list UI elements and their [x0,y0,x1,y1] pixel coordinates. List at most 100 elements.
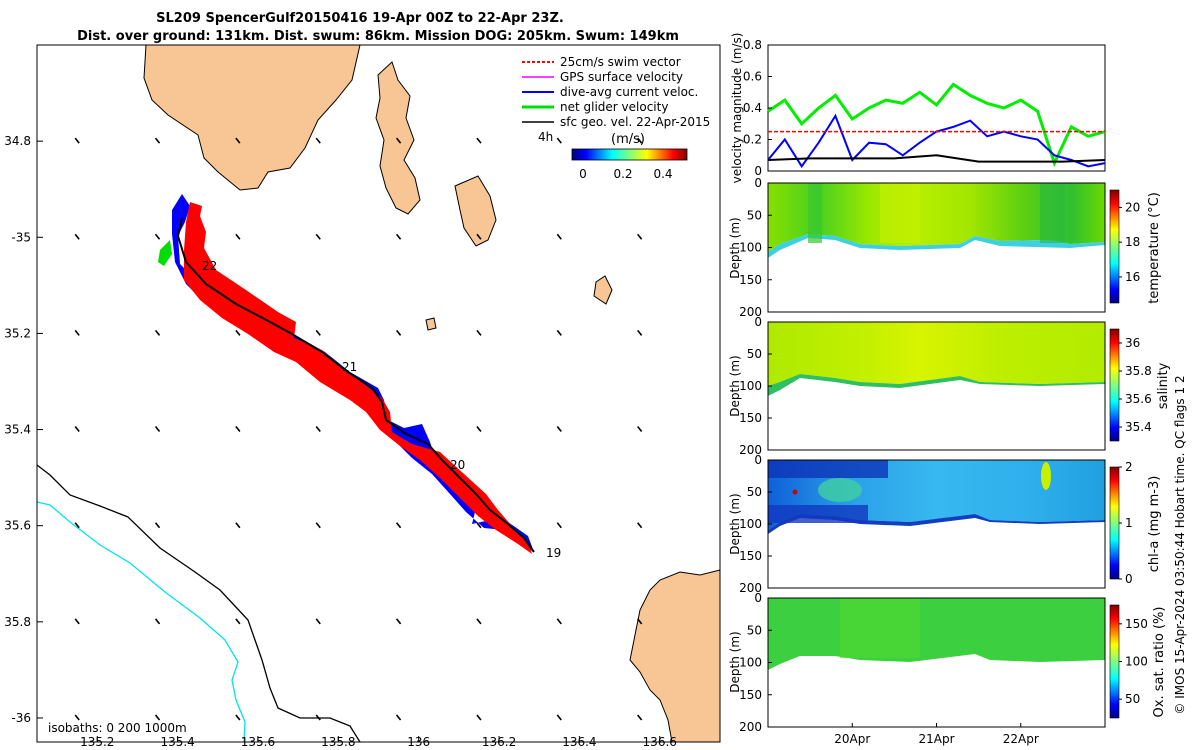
legend-dive-avg-label: dive-avg current veloc. [560,85,698,99]
salinity-colorbar-label: salinity [1156,362,1171,409]
figure-title-line1: SL209 SpencerGulf20150416 19-Apr 00Z to … [156,11,564,26]
map-ytick-label: -35 [11,230,31,244]
oxygen-ytick-label: 150 [739,688,762,702]
oxygen-axis-ticks: 0 50 100 150 200 50 100 150 [739,591,1148,734]
geo-velocity-arrow [154,618,161,625]
chla-patch [818,478,862,502]
chla-panel: 0 50 100 150 200 0 1 2 Depth (m) chl-a (mg m-3) [728,453,1162,595]
velocity-ylabel: velocity magnitude (m/s) [730,33,744,184]
temperature-colorbar-tick-label: 18 [1125,235,1140,249]
day-label-22: 22 [202,259,217,273]
temperature-ylabel: Depth (m) [728,217,742,278]
land-eyre-peninsula [143,44,361,191]
geo-velocity-arrow [476,233,482,240]
geo-velocity-arrow [235,233,241,240]
geo-velocity-arrow [315,618,321,625]
land-island-1 [375,61,421,215]
salinity-field-upper [768,322,1105,386]
copyright-note: © IMOS 15-Apr-2024 03:50:44 Hobart time.… [1173,375,1187,714]
oxygen-panel: 0 50 100 150 200 50 100 150 Depth (m) Ox. sat. … [728,591,1167,746]
legend-sfc-geo-label: sfc geo. vel. 22-Apr-2015 [560,115,710,129]
day-label-20: 20 [450,458,465,472]
velocity-axis-ticks: 0 0.2 0.4 0.6 0.8 [743,38,772,178]
geo-velocity-arrow [476,714,482,721]
geo-velocity-arrow [154,714,161,721]
time-axis-ticks: 20Apr 21Apr 22Apr [834,723,1039,746]
geo-velocity-arrow [74,522,80,529]
geo-velocity-arrow [235,137,241,144]
chla-deep-low [768,505,868,523]
geo-velocity-arrow [395,329,402,336]
velocity-series-line [767,154,1106,163]
temperature-colorbar-tick-label: 20 [1125,200,1140,214]
geo-velocity-arrow [315,233,321,240]
salinity-ytick-label: 200 [739,443,762,457]
salinity-colorbar-tick-label: 35.4 [1125,420,1152,434]
geo-velocity-arrow [315,426,321,433]
chla-ytick-label: 0 [754,453,762,467]
land-island-2 [454,175,497,247]
velocity-ytick-label: 0.6 [743,70,762,84]
geo-velocity-arrow [637,714,643,721]
chla-colorbar-label: chl-a (mg m-3) [1147,476,1162,573]
temperature-band-1 [808,183,822,243]
swim-vector-swath [184,202,532,554]
oxygen-ytick-label: 100 [739,656,762,670]
velocity-ytick-label: 0.2 [743,133,762,147]
oxygen-ytick-label: 200 [739,720,762,734]
salinity-ytick-label: 0 [754,315,762,329]
map-xtick-label: 136 [407,735,430,749]
geo-velocity-arrow [74,233,80,240]
temperature-ytick-label: 0 [754,176,762,190]
geo-velocity-arrow [154,522,161,529]
land-yorke-peninsula [629,569,721,743]
day-label-19: 19 [546,546,561,560]
legend-net-glider-label: net glider velocity [560,100,668,114]
chla-ytick-label: 100 [739,517,762,531]
oxygen-colorbar [1109,604,1120,719]
geo-velocity-arrow [556,426,562,433]
time-tick-label: 22Apr [1003,732,1039,746]
sfc-geo-velocity-field [74,137,643,721]
salinity-field-deep [768,374,1105,396]
salinity-colorbar-tick-label: 35.8 [1125,364,1152,378]
chla-colorbar-tick-label: 2 [1125,460,1133,474]
oxygen-colorbar-tick-label: 100 [1125,655,1148,669]
geo-velocity-arrow [637,137,643,144]
chla-ytick-label: 200 [739,581,762,595]
geo-velocity-arrow [154,233,161,240]
geo-velocity-arrow [476,426,482,433]
chla-colorbar [1109,466,1120,580]
temperature-band-3 [1040,183,1065,243]
temperature-ytick-label: 50 [747,208,762,222]
map-ytick-label: -36 [11,711,31,725]
chla-colorbar-tick-label: 0 [1125,572,1133,586]
map-colorbar-tick-2: 0.4 [653,167,672,181]
oxygen-ytick-label: 50 [747,623,762,637]
chla-ytick-label: 50 [747,485,762,499]
geo-velocity-arrow [637,618,643,625]
geo-velocity-arrow [476,522,482,529]
salinity-ylabel: Depth (m) [728,355,742,416]
salinity-axis-ticks: 0 50 100 150 200 35.4 35.6 35.8 36 [739,315,1152,457]
velocity-series [767,82,1106,169]
geo-velocity-arrow [556,233,562,240]
legend-swim-vector-label: 25cm/s swim vector [560,55,681,69]
geo-velocity-arrow [395,522,402,529]
isobath-1000m [36,501,246,743]
geo-velocity-arrow [556,714,562,721]
geo-velocity-arrow [235,714,241,721]
chla-ylabel: Depth (m) [728,493,742,554]
geo-velocity-arrow [315,137,321,144]
geo-velocity-arrow [74,329,80,336]
geo-velocity-arrow [395,233,402,240]
map-xtick-label: 135.8 [321,735,355,749]
oxygen-colorbar-label: Ox. sat. ratio (%) [1152,607,1167,718]
geo-velocity-arrow [395,618,402,625]
temperature-ytick-label: 100 [739,241,762,255]
map-xtick-label: 136.4 [562,735,596,749]
salinity-ytick-label: 100 [739,379,762,393]
oxygen-colorbar-tick-label: 150 [1125,617,1148,631]
geo-velocity-arrow [154,329,161,336]
